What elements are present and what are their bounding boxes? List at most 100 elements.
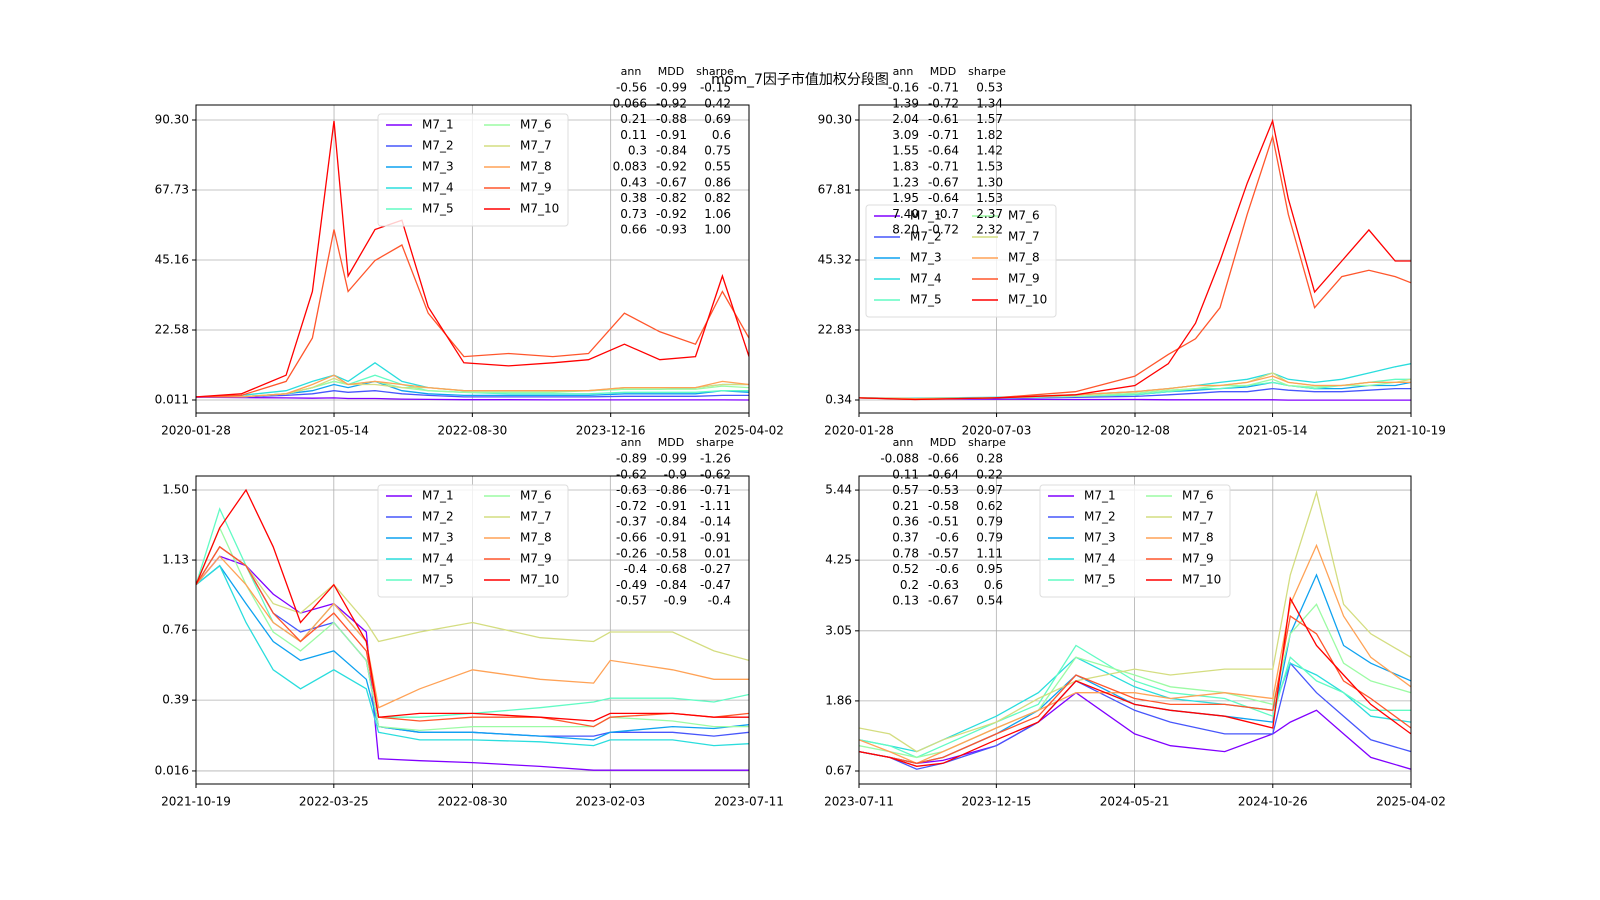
stats-cell: -0.63 (928, 578, 959, 592)
stats-cell: -0.84 (656, 578, 687, 592)
y-tick-label: 90.30 (818, 113, 852, 127)
stats-header: MDD (930, 65, 956, 78)
stats-cell: -0.57 (928, 546, 959, 560)
y-tick-label: 22.58 (155, 323, 189, 337)
legend-label: M7_6 (1182, 489, 1214, 503)
series-line (859, 543, 1411, 765)
stats-cell: -0.86 (656, 483, 687, 497)
x-tick-label: 2024-05-21 (1100, 795, 1170, 809)
stats-cell: 0.3 (628, 144, 647, 158)
stats-cell: 1.82 (976, 128, 1003, 142)
stats-cell: -0.088 (880, 452, 919, 466)
stats-cell: -0.66 (928, 452, 959, 466)
stats-cell: -0.68 (656, 562, 687, 576)
axes-frame (195, 475, 750, 785)
stats-cell: 0.79 (976, 515, 1003, 529)
series-line (196, 488, 749, 722)
series-line (859, 661, 1411, 770)
stats-cell: -0.4 (708, 594, 731, 608)
x-tick-label: 2022-08-30 (437, 424, 507, 438)
stats-cell: 1.00 (704, 223, 731, 237)
y-tick-label: 0.016 (155, 763, 189, 777)
stats-cell: -0.57 (616, 594, 647, 608)
y-tick-label: 1.86 (825, 693, 852, 707)
stats-cell: 1.11 (976, 546, 1003, 560)
series-line (859, 615, 1411, 764)
x-tick-label: 2021-10-19 (161, 795, 231, 809)
stats-cell: -0.91 (656, 531, 687, 545)
legend-label: M7_7 (1008, 230, 1040, 244)
stats-cell: -0.99 (656, 452, 687, 466)
stats-cell: 0.6 (712, 128, 731, 142)
stats-cell: -0.92 (656, 160, 687, 174)
stats-cell: -0.6 (936, 562, 959, 576)
stats-cell: -0.9 (664, 594, 687, 608)
stats-cell: -0.62 (616, 467, 647, 481)
stats-cell: 1.06 (704, 207, 731, 221)
series-line (859, 118, 1411, 401)
x-tick-label: 2020-12-08 (1100, 424, 1170, 438)
legend: M7_1 M7_2 M7_3 M7_4 M7_5 M7_6 M7_7 M7_8 M7_9 M7_1… (1039, 484, 1231, 598)
stats-cell: 0.43 (620, 175, 647, 189)
stats-cell: -0.27 (700, 562, 731, 576)
series-line (859, 397, 1411, 401)
stats-cell: -0.64 (928, 191, 959, 205)
legend-label: M7_9 (520, 181, 552, 195)
x-tick-label: 2024-10-26 (1238, 795, 1308, 809)
stats-cell: 1.23 (892, 175, 919, 189)
stats-cell: 0.6 (984, 578, 1003, 592)
legend-label: M7_2 (422, 139, 454, 153)
legend-label: M7_10 (520, 202, 559, 216)
stats-cell: -0.93 (656, 223, 687, 237)
stats-header: sharpe (968, 65, 1006, 78)
y-tick-label: 0.011 (155, 393, 189, 407)
stats-cell: -0.71 (928, 160, 959, 174)
stats-table: ann MDD sharpe -0.088 -0.66 0.28 0.11 -0.64 0.22… (880, 436, 1006, 608)
series-line (859, 133, 1411, 401)
series-line (196, 507, 749, 718)
y-tick-label: 90.30 (155, 113, 189, 127)
series-line (196, 545, 749, 728)
stats-cell: 2.04 (892, 112, 919, 126)
legend-label: M7_5 (422, 202, 454, 216)
stats-header: MDD (930, 436, 956, 449)
y-tick-label: 0.76 (162, 623, 189, 637)
x-tick-label: 2020-07-03 (962, 424, 1032, 438)
y-tick-label: 67.73 (155, 183, 189, 197)
stats-header: ann (621, 65, 642, 78)
legend-label: M7_1 (422, 489, 454, 503)
series-line (196, 555, 749, 771)
stats-cell: -0.67 (928, 175, 959, 189)
y-tick-label: 0.39 (162, 693, 189, 707)
stats-cell: 0.57 (892, 483, 919, 497)
legend-label: M7_3 (910, 251, 942, 265)
stats-cell: -0.58 (928, 499, 959, 513)
stats-cell: 0.62 (976, 499, 1003, 513)
stats-cell: 1.57 (976, 112, 1003, 126)
stats-cell: -0.84 (656, 144, 687, 158)
legend-label: M7_5 (910, 293, 942, 307)
figure-title: mom_7因子市值加权分段图 (711, 71, 889, 88)
legend-label: M7_2 (910, 230, 942, 244)
y-tick-label: 1.50 (162, 483, 189, 497)
stats-cell: 0.38 (620, 191, 647, 205)
stats-cell: 0.28 (976, 452, 1003, 466)
y-tick-label: 5.44 (825, 483, 852, 497)
legend-box (377, 113, 569, 227)
x-tick-label: 2023-12-16 (576, 424, 646, 438)
stats-header: sharpe (696, 65, 734, 78)
series-line (859, 596, 1411, 767)
stats-header: MDD (658, 65, 684, 78)
y-tick-label: 0.34 (825, 392, 852, 406)
legend-label: M7_8 (520, 531, 552, 545)
x-tick-label: 2025-04-02 (714, 424, 784, 438)
stats-cell: -0.72 (616, 499, 647, 513)
stats-cell: -0.51 (928, 515, 959, 529)
legend-label: M7_10 (1008, 293, 1047, 307)
stats-cell: 0.79 (976, 531, 1003, 545)
legend-label: M7_10 (1182, 573, 1221, 587)
stats-cell: -0.67 (656, 175, 687, 189)
series-line (196, 545, 749, 662)
stats-cell: 0.55 (704, 160, 731, 174)
